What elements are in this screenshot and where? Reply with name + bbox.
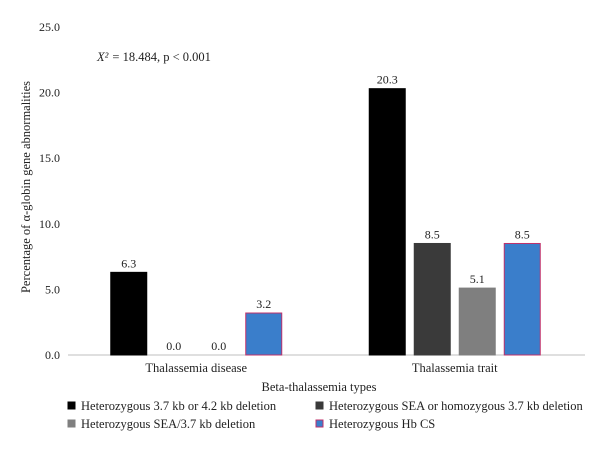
data-label: 8.5: [515, 227, 530, 241]
legend-swatch: [315, 401, 324, 410]
legend-label: Heterozygous SEA/3.7 kb deletion: [81, 417, 256, 431]
data-label: 3.2: [256, 297, 271, 311]
category-labels: Thalassemia disease Thalassemia trait: [145, 361, 498, 375]
legend-swatch: [67, 419, 76, 428]
y-tick-label: 0.0: [45, 348, 60, 362]
data-label: 5.1: [470, 272, 485, 286]
y-tick-label: 5.0: [45, 282, 60, 296]
category-label: Thalassemia disease: [145, 361, 247, 375]
legend-label: Heterozygous SEA or homozygous 3.7 kb de…: [329, 399, 584, 413]
bars: [110, 88, 541, 356]
y-axis-title: Percentage of α-globin gene abnormalitie…: [19, 81, 33, 293]
legend-label: Heterozygous Hb CS: [329, 417, 435, 431]
y-tick-label: 20.0: [39, 86, 60, 100]
y-tick-label: 10.0: [39, 217, 60, 231]
bar: [245, 312, 283, 356]
chi-square-value: = 18.484, p < 0.001: [112, 50, 210, 64]
data-label: 6.3: [121, 256, 136, 270]
data-label: 0.0: [211, 339, 226, 353]
bar: [368, 88, 406, 356]
y-tick-label: 15.0: [39, 151, 60, 165]
chi-square-annotation: X² = 18.484, p < 0.001: [96, 50, 211, 64]
x-axis-title: Beta-thalassemia types: [262, 380, 377, 394]
bar: [458, 287, 496, 356]
chi-square-symbol: X²: [96, 50, 109, 64]
data-labels: 6.3 0.0 0.0 3.2 20.3 8.5 5.1 8.5: [121, 73, 530, 353]
bar: [110, 271, 148, 356]
data-label: 20.3: [377, 73, 398, 87]
y-tick-label: 25.0: [39, 20, 60, 34]
category-label: Thalassemia trait: [412, 361, 498, 375]
legend-label: Heterozygous 3.7 kb or 4.2 kb deletion: [81, 399, 277, 413]
legend: Heterozygous 3.7 kb or 4.2 kb deletion He…: [67, 399, 584, 431]
data-label: 8.5: [425, 227, 440, 241]
bar: [503, 242, 541, 356]
data-label: 0.0: [166, 339, 181, 353]
y-tick-labels: 0.0 5.0 10.0 15.0 20.0 25.0: [39, 20, 60, 362]
legend-swatch: [315, 419, 324, 428]
bar: [413, 242, 451, 356]
legend-swatch: [67, 401, 76, 410]
